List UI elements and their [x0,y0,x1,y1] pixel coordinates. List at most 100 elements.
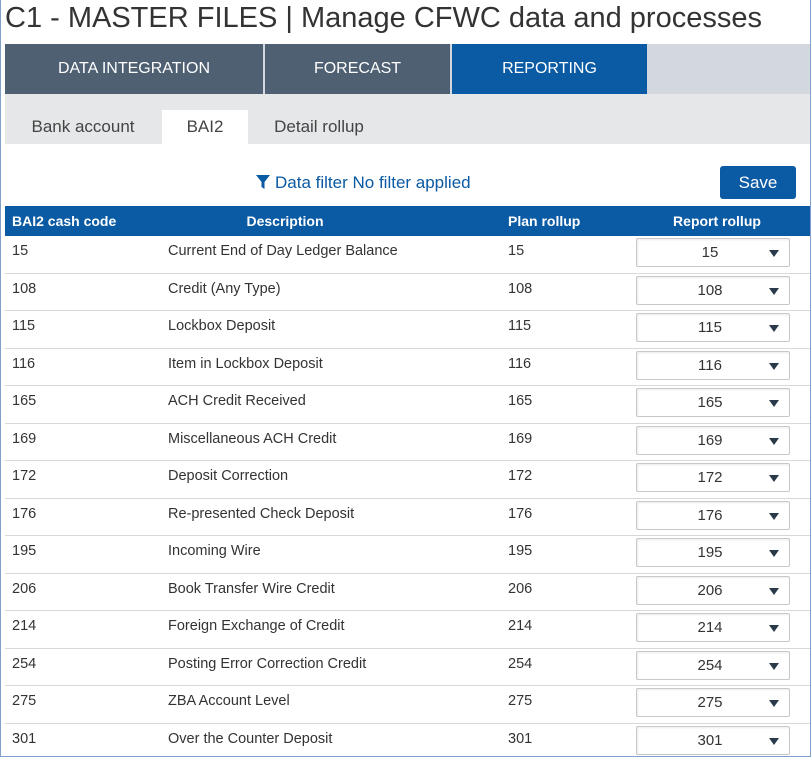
report-rollup-select[interactable]: 169 [636,425,790,455]
save-button[interactable]: Save [720,166,796,199]
report-rollup-value: 195 [697,544,723,561]
cash-code-cell: 254 [12,655,37,672]
column-header-plan-rollup[interactable]: Plan rollup [508,213,581,229]
plan-rollup-cell: 172 [508,468,533,484]
data-filter-link[interactable]: Data filter No filter applied [256,172,471,194]
table-row: 115 Lockbox Deposit 115 115 [5,311,810,349]
report-rollup-select[interactable]: 116 [636,350,790,380]
chevron-down-icon[interactable] [769,662,779,670]
column-header-description[interactable]: Description [246,213,324,229]
subtab-bai2[interactable]: BAI2 [162,110,248,144]
chevron-down-icon[interactable] [769,362,779,370]
plan-rollup-cell: 214 [508,618,533,634]
description-cell: Book Transfer Wire Credit [168,580,335,597]
report-rollup-value: 108 [697,281,723,299]
chevron-down-icon[interactable] [769,550,779,557]
plan-rollup-cell: 301 [508,730,533,747]
report-rollup-select[interactable]: 275 [636,688,790,717]
table-row: 116 Item in Lockbox Deposit 116 116 [5,349,810,386]
cash-code-cell: 108 [12,280,37,297]
report-rollup-select[interactable]: 165 [636,388,790,417]
description-cell: Incoming Wire [168,543,261,559]
report-rollup-select[interactable]: 172 [636,463,790,492]
sub-tab-bar: Bank account BAI2 Detail rollup [5,94,810,144]
cash-code-cell: 15 [12,243,29,259]
description-cell: Miscellaneous ACH Credit [168,430,337,447]
plan-rollup-cell: 108 [508,280,533,297]
table-row: 108 Credit (Any Type) 108 108 [5,274,810,311]
report-rollup-value: 206 [697,581,723,599]
table-body: 15 Current End of Day Ledger Balance 15 15 1… [5,236,810,757]
cash-code-cell: 115 [12,318,36,334]
chevron-down-icon[interactable] [769,325,779,332]
table-row: 206 Book Transfer Wire Credit 206 206 [5,574,810,611]
plan-rollup-cell: 254 [508,655,533,672]
chevron-down-icon[interactable] [769,250,779,257]
column-header-code[interactable]: BAI2 cash code [12,213,117,229]
funnel-icon [256,175,270,189]
cash-code-cell: 116 [12,355,36,372]
plan-rollup-cell: 116 [508,355,532,372]
table-row: 254 Posting Error Correction Credit 254 254 [5,649,810,686]
plan-rollup-cell: 275 [508,693,533,709]
table-row: 195 Incoming Wire 195 195 [5,536,810,574]
cash-code-cell: 165 [12,393,37,409]
cash-code-cell: 172 [12,468,37,484]
report-rollup-select[interactable]: 195 [636,538,790,567]
report-rollup-value: 172 [697,469,723,486]
chevron-down-icon[interactable] [769,587,779,595]
report-rollup-select[interactable]: 206 [636,575,790,605]
subtab-bank-account[interactable]: Bank account [31,117,135,136]
table-row: 169 Miscellaneous ACH Credit 169 169 [5,424,810,461]
plan-rollup-cell: 206 [508,580,533,597]
description-cell: Re-presented Check Deposit [168,505,355,522]
report-rollup-select[interactable]: 108 [636,275,790,305]
chevron-down-icon[interactable] [769,625,779,632]
report-rollup-value: 176 [697,506,723,524]
description-cell: Credit (Any Type) [168,280,281,297]
description-cell: Foreign Exchange of Credit [168,618,345,634]
table-row: 301 Over the Counter Deposit 301 301 [5,724,810,757]
plan-rollup-cell: 15 [508,243,525,259]
plan-rollup-cell: 176 [508,505,533,522]
report-rollup-select[interactable]: 301 [636,725,790,755]
tab-forecast[interactable]: FORECAST [265,44,450,94]
report-rollup-value: 115 [698,319,722,336]
description-cell: Posting Error Correction Credit [168,655,367,672]
cash-code-cell: 169 [12,430,37,447]
tab-data-integration[interactable]: DATA INTEGRATION [5,44,263,94]
report-rollup-select[interactable]: 115 [636,313,790,342]
filter-status: No filter applied [352,173,471,192]
chevron-down-icon[interactable] [769,512,779,520]
column-header-report-rollup[interactable]: Report rollup [673,213,761,229]
report-rollup-select[interactable]: 254 [636,650,790,680]
description-cell: Current End of Day Ledger Balance [168,243,398,259]
subtab-detail-rollup[interactable]: Detail rollup [274,117,364,136]
tab-reporting[interactable]: REPORTING [452,44,647,94]
chevron-down-icon[interactable] [769,400,779,407]
report-rollup-value: 116 [698,356,722,374]
cash-code-cell: 275 [12,693,37,709]
plan-rollup-cell: 165 [508,393,533,409]
chevron-down-icon[interactable] [769,700,779,707]
report-rollup-select[interactable]: 214 [636,613,790,642]
table-row: 165 ACH Credit Received 165 165 [5,386,810,424]
plan-rollup-cell: 169 [508,430,533,447]
report-rollup-select[interactable]: 15 [636,238,790,267]
report-rollup-value: 15 [701,244,719,261]
report-rollup-value: 254 [697,656,723,674]
chevron-down-icon[interactable] [769,475,779,482]
table-header: BAI2 cash code Description Plan rollup R… [5,206,810,236]
chevron-down-icon[interactable] [769,437,779,445]
table-row: 15 Current End of Day Ledger Balance 15 15 [5,236,810,274]
report-rollup-value: 169 [697,431,723,449]
table-row: 275 ZBA Account Level 275 275 [5,686,810,724]
description-cell: Over the Counter Deposit [168,730,333,747]
cash-code-cell: 214 [12,618,37,634]
description-cell: ACH Credit Received [168,393,306,409]
chevron-down-icon[interactable] [769,287,779,295]
chevron-down-icon[interactable] [769,737,779,745]
report-rollup-select[interactable]: 176 [636,500,790,530]
table-row: 176 Re-presented Check Deposit 176 176 [5,499,810,536]
report-rollup-value: 275 [697,694,723,711]
